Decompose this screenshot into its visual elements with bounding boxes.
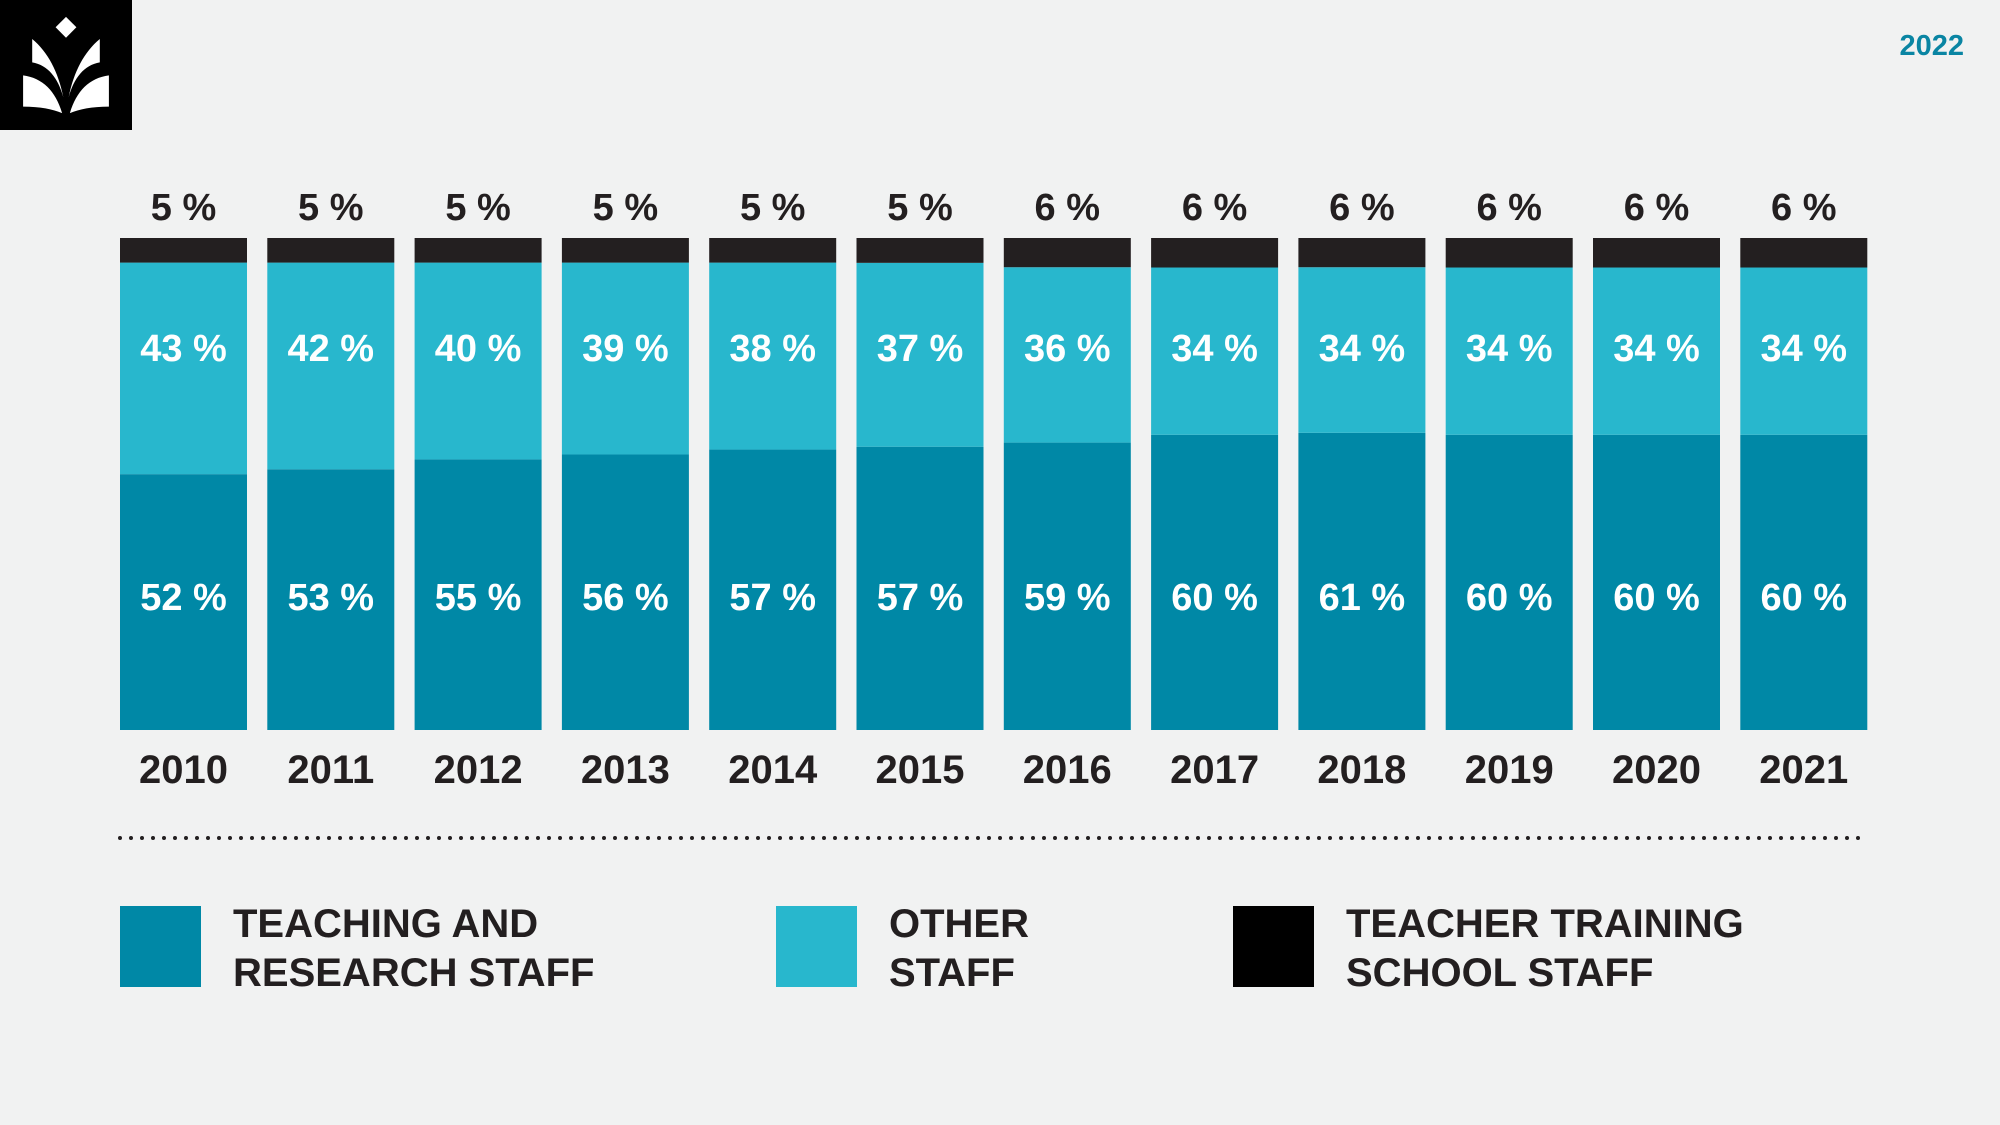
bar-segment-training [1003,238,1131,268]
x-tick-label: 2014 [728,748,818,792]
bar-segment-teaching [1003,442,1131,730]
data-label: 5 % [151,187,216,229]
data-label: 34 % [1613,328,1700,370]
x-tick-label: 2012 [434,748,523,792]
bar-segment-other [561,262,689,455]
x-tick-label: 2011 [287,748,374,792]
bar-segment-training [561,238,689,263]
legend-swatch [776,906,857,987]
legend-label: TEACHING AND RESEARCH STAFF [233,902,595,995]
data-label: 5 % [887,187,952,229]
data-label: 34 % [1319,328,1406,370]
data-label: 36 % [1024,328,1111,370]
x-tick-label: 2016 [1023,748,1112,792]
legend-item-other: OTHER STAFF [776,902,1029,998]
x-tick-label: 2010 [139,748,228,792]
x-tick-label: 2013 [581,748,670,792]
bar-segment-teaching [856,446,984,730]
data-label: 34 % [1466,328,1553,370]
bar-segment-teaching [267,469,395,730]
bar-segment-teaching [414,459,542,730]
data-label: 6 % [1329,187,1394,229]
bar-segment-training [120,238,247,263]
x-tick-label: 2018 [1317,748,1406,792]
bar-segment-other [1298,267,1426,433]
bar-segment-other [709,262,837,450]
bar-segment-other [120,262,247,475]
x-tick-label: 2017 [1170,748,1259,792]
data-label: 61 % [1319,577,1406,619]
data-label: 53 % [287,577,374,619]
data-label: 5 % [740,187,805,229]
legend-label: TEACHER TRAINING SCHOOL STAFF [1346,902,1744,995]
data-label: 57 % [877,577,964,619]
bar-segment-training [1445,238,1573,268]
x-tick-label: 2021 [1759,748,1848,792]
data-label: 5 % [298,187,363,229]
data-label: 60 % [1171,577,1258,619]
bar-segment-training [1593,238,1720,268]
bar-segment-teaching [120,474,247,730]
data-label: 6 % [1771,187,1836,229]
year-badge: 2022 [1899,30,1964,62]
data-label: 6 % [1182,187,1247,229]
bar-segment-teaching [709,449,837,730]
bar-segment-training [709,238,837,263]
bar-segment-training [267,238,395,263]
bar-segment-other [414,262,542,460]
data-label: 40 % [435,328,522,370]
data-label: 5 % [445,187,510,229]
data-label: 6 % [1476,187,1541,229]
data-label: 57 % [729,577,816,619]
data-label: 34 % [1171,328,1258,370]
x-tick-label: 2020 [1612,748,1701,792]
data-label: 60 % [1613,577,1700,619]
bar-segment-other [1445,267,1573,435]
bar-segment-teaching [1445,434,1573,730]
legend-item-training: TEACHER TRAINING SCHOOL STAFF [1233,902,1744,998]
data-label: 5 % [593,187,658,229]
bar-segment-teaching [1298,432,1426,730]
bar-segment-other [267,262,395,470]
data-label: 37 % [877,328,964,370]
data-label: 52 % [140,577,227,619]
bar-segment-other [1593,267,1720,435]
legend-swatch [1233,906,1314,987]
data-label: 60 % [1760,577,1847,619]
data-label: 39 % [582,328,669,370]
bar-segment-training [414,238,542,263]
data-label: 6 % [1624,187,1689,229]
legend-item-teaching: TEACHING AND RESEARCH STAFF [120,902,594,998]
bar-segment-teaching [1593,434,1720,730]
x-tick-label: 2019 [1465,748,1554,792]
bar-segment-other [856,262,984,447]
bar-segment-teaching [561,454,689,730]
bar-segment-training [856,238,984,263]
legend-swatch [120,906,201,987]
bar-segment-teaching [1151,434,1279,730]
data-label: 42 % [287,328,374,370]
legend-label: OTHER STAFF [889,902,1029,995]
data-label: 59 % [1024,577,1111,619]
bar-segment-training [1298,238,1426,268]
data-label: 38 % [729,328,816,370]
data-label: 34 % [1760,328,1847,370]
data-label: 43 % [140,328,227,370]
book-sprout-logo-icon [23,16,109,114]
data-label: 6 % [1035,187,1100,229]
bar-segment-teaching [1740,434,1868,730]
bar-segment-other [1740,267,1868,435]
x-tick-label: 2015 [876,748,965,792]
bar-segment-training [1151,238,1279,268]
data-label: 55 % [435,577,522,619]
logo [0,0,132,130]
bar-segment-other [1151,267,1279,435]
data-label: 56 % [582,577,669,619]
bar-segment-other [1003,267,1131,443]
data-label: 60 % [1466,577,1553,619]
bar-segment-training [1740,238,1868,268]
